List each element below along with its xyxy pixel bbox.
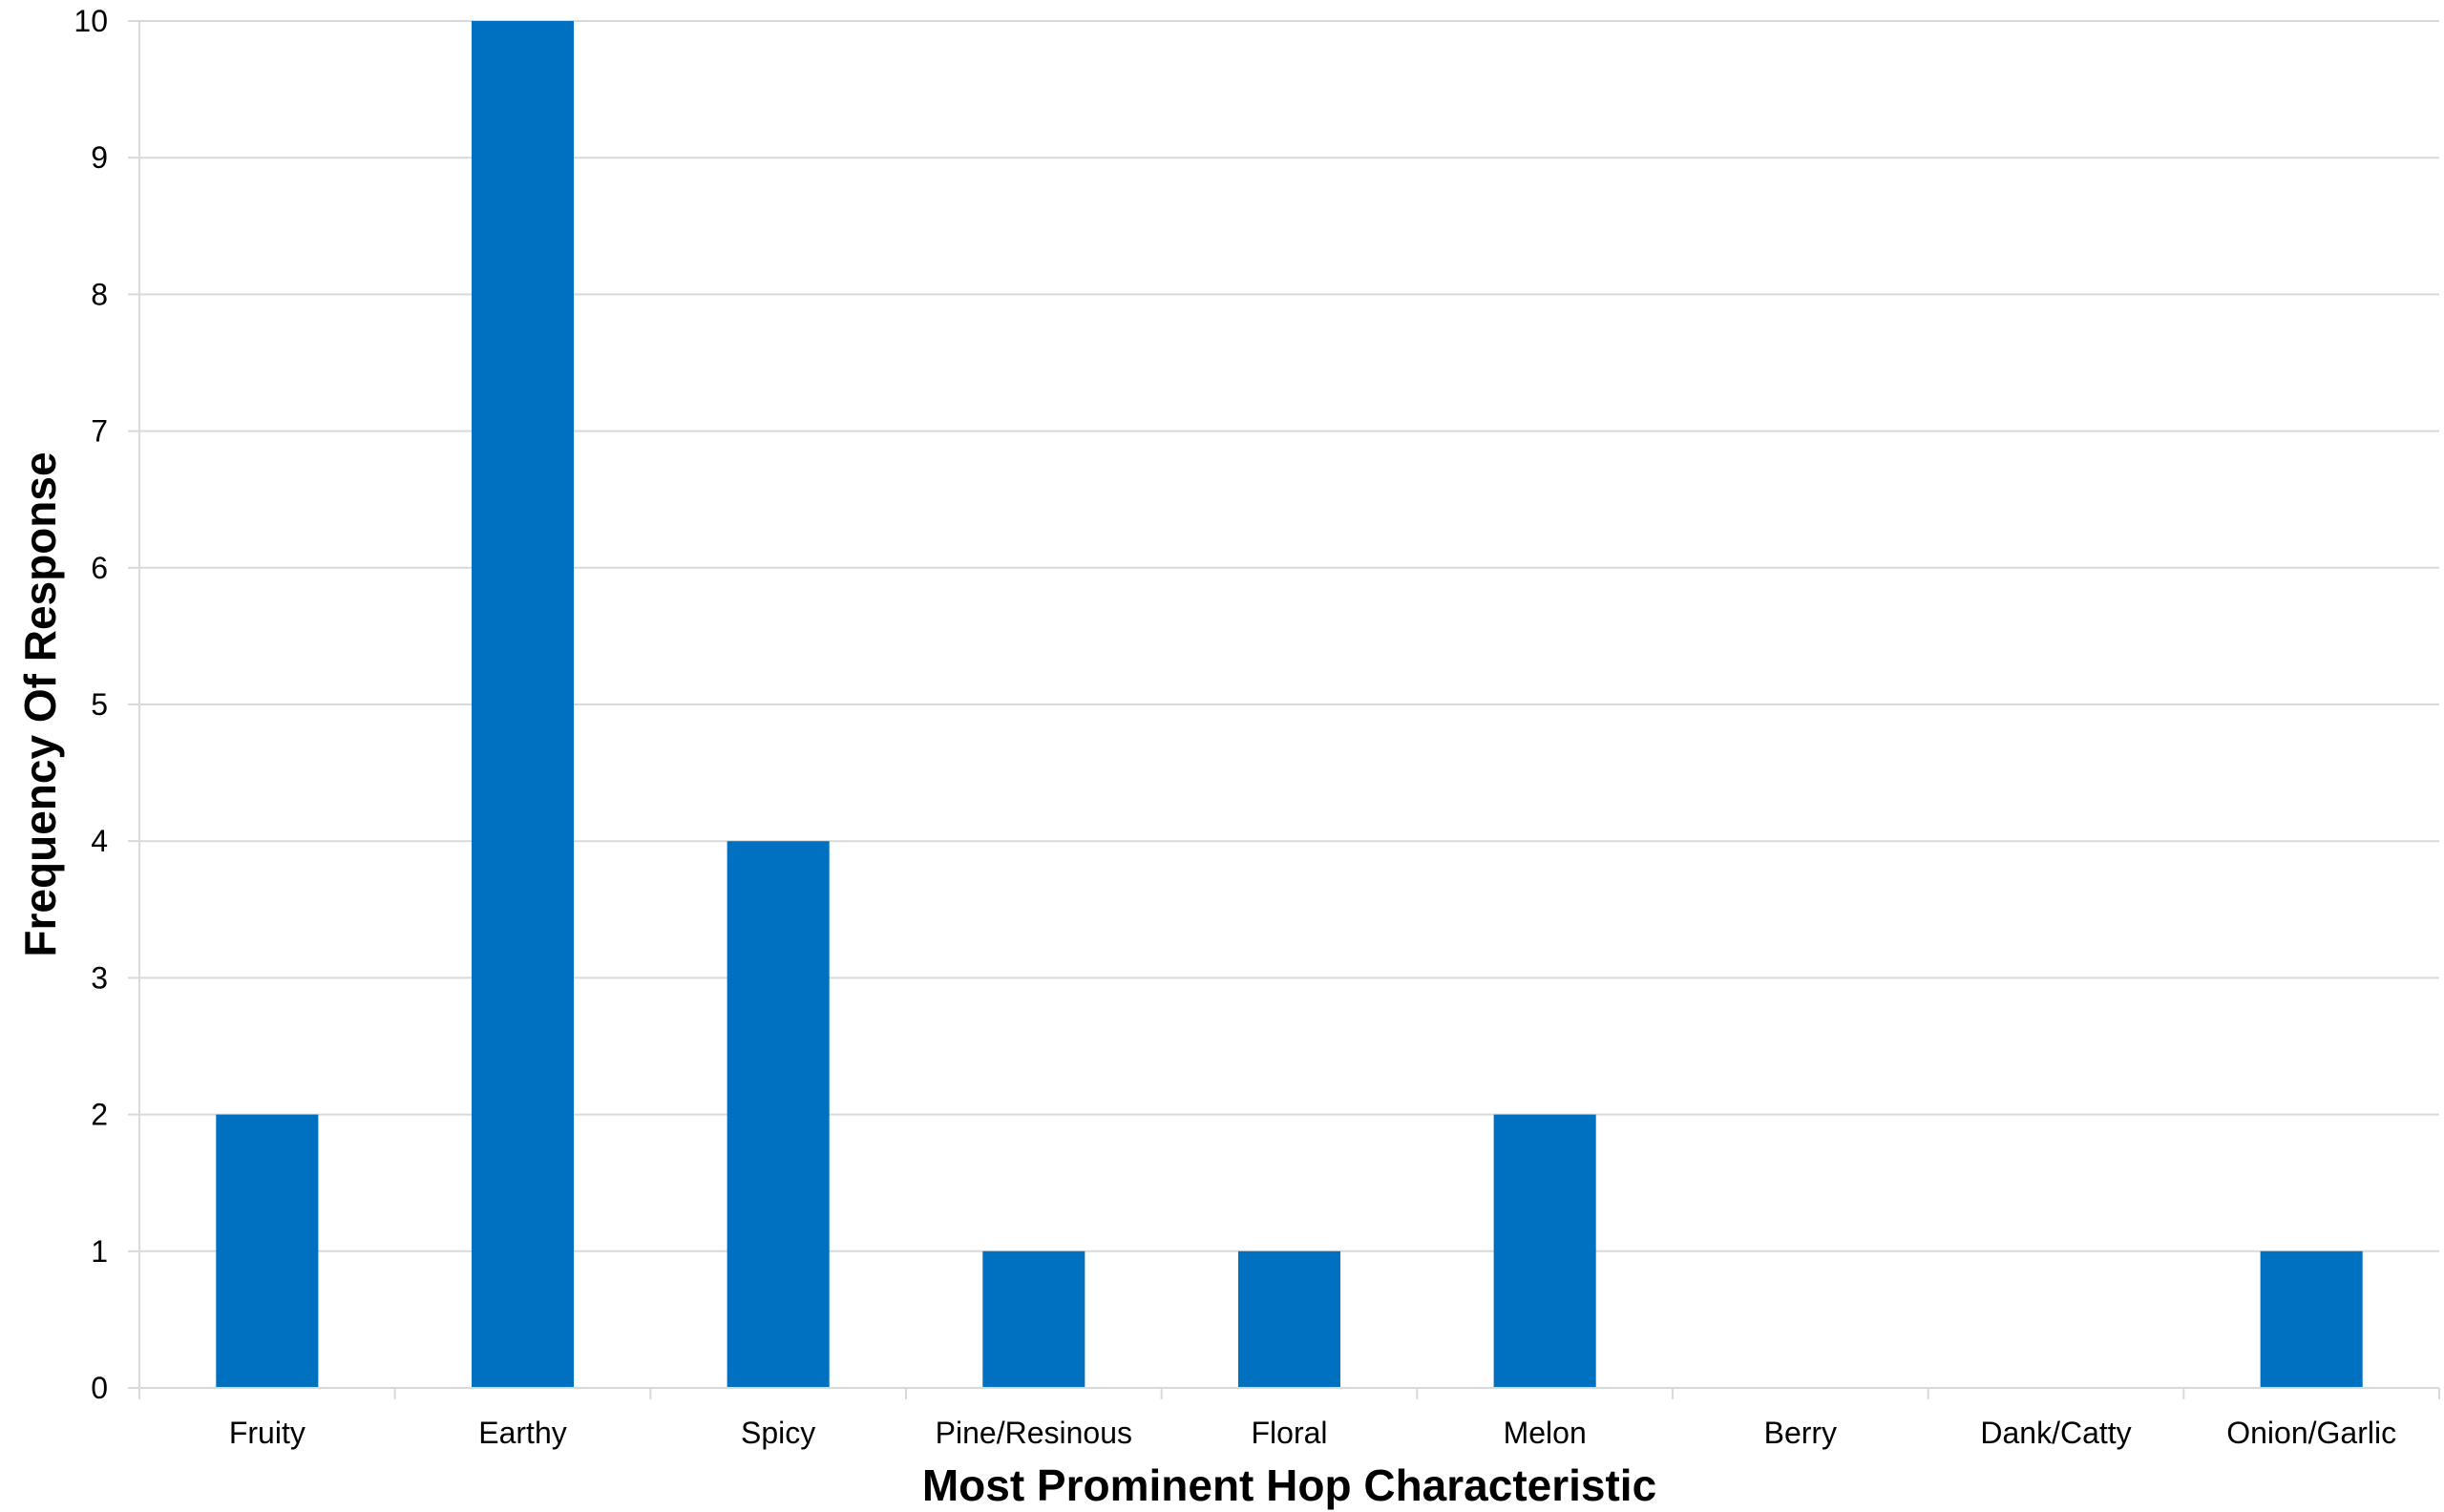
bar-fruity (216, 1114, 319, 1388)
x-tick-label: Spicy (741, 1416, 815, 1450)
x-tick-label: Dank/Catty (1980, 1416, 2131, 1450)
x-tick-label: Fruity (229, 1416, 306, 1450)
y-tick-label: 8 (91, 277, 108, 311)
y-tick-label: 2 (91, 1098, 108, 1132)
y-tick-label: 3 (91, 960, 108, 995)
bars (216, 21, 2363, 1388)
bar-earthy (471, 21, 575, 1388)
y-axis-title: Frequency Of Response (15, 452, 65, 956)
y-tick-label: 6 (91, 551, 108, 585)
y-tick-label: 5 (91, 687, 108, 722)
x-tick-label: Melon (1504, 1416, 1587, 1450)
x-tick-label: Onion/Garlic (2226, 1416, 2396, 1450)
y-tick-labels: 0 1 2 3 4 5 6 7 8 9 10 (74, 4, 108, 1405)
y-tick-label: 4 (91, 824, 108, 858)
bar-pine-resinous (982, 1250, 1085, 1388)
x-tick-label: Earthy (478, 1416, 566, 1450)
y-tick-label: 7 (91, 414, 108, 449)
bar-melon (1493, 1114, 1596, 1388)
x-tick-label: Floral (1251, 1416, 1327, 1450)
x-axis-title: Most Prominent Hop Characteristic (922, 1460, 1656, 1510)
y-tick-label: 0 (91, 1371, 108, 1405)
x-tick-marks (128, 20, 2440, 1399)
x-axis (128, 20, 2440, 1399)
bar-floral (1237, 1250, 1341, 1388)
bar-onion-garlic (2260, 1250, 2363, 1388)
y-tick-label: 1 (91, 1234, 108, 1269)
y-tick-label: 9 (91, 140, 108, 175)
x-tick-label: Pine/Resinous (936, 1416, 1132, 1450)
x-tick-labels: Fruity Earthy Spicy Pine/Resinous Floral Melo… (229, 1416, 2396, 1450)
bar-spicy (727, 841, 830, 1388)
y-tick-label: 10 (74, 4, 108, 38)
x-tick-label: Berry (1764, 1416, 1837, 1450)
